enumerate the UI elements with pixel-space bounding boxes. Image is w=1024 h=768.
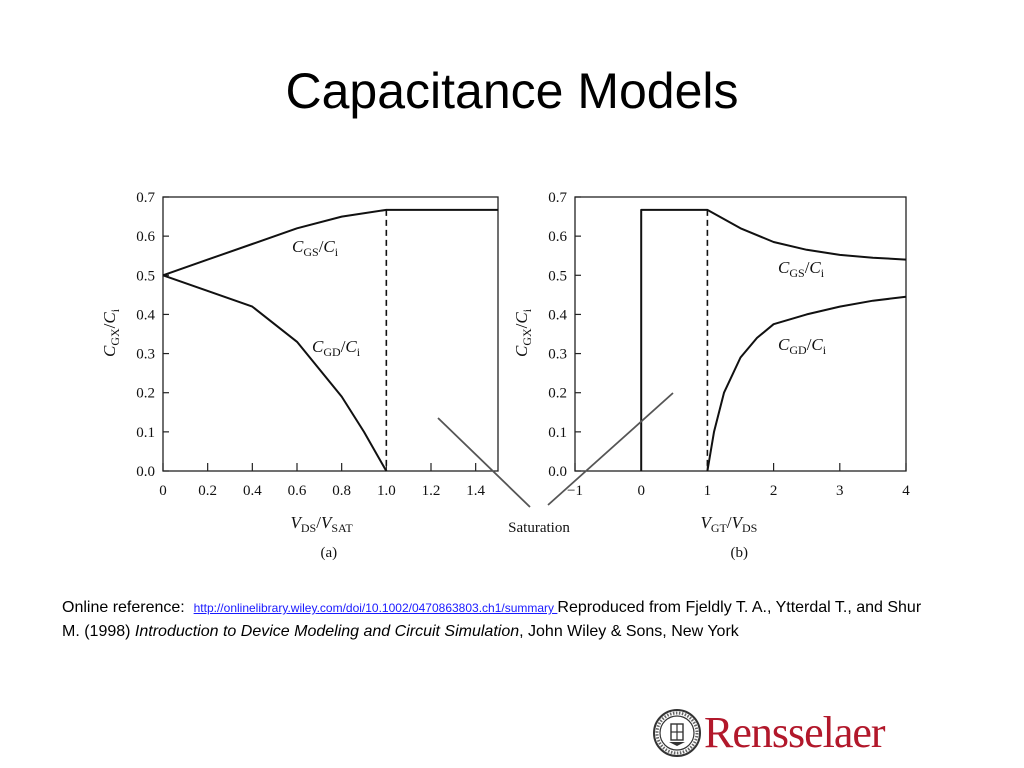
y-tick-label-b: 0.5 <box>548 268 567 284</box>
y-tick-label-b: 0.2 <box>548 386 567 402</box>
saturation-pointer-left <box>437 417 531 508</box>
reference-prefix: Online reference: <box>62 599 185 616</box>
y-tick-label-a: 0.2 <box>136 386 155 402</box>
x-tick-label-a: 0.8 <box>332 483 351 499</box>
y-tick-label-a: 0.4 <box>136 307 155 323</box>
series-label-a-cgs: CGS​/Ci​ <box>292 237 339 259</box>
seal-icon <box>653 709 701 757</box>
series-line-a-cgd <box>162 274 388 472</box>
y-tick-label-b: 0.7 <box>548 190 567 206</box>
y-tick-label-b: 0.1 <box>548 425 567 441</box>
x-tick-label-a: 0.4 <box>243 483 262 499</box>
saturation-pointer-right <box>547 392 674 506</box>
reference-book-title: Introduction to Device Modeling and Circ… <box>134 623 520 640</box>
y-tick-label-a: 0.0 <box>136 464 155 480</box>
reference-publisher: , John Wiley & Sons, New York <box>519 623 739 640</box>
y-axis-label-b: CGX​/Ci​ <box>512 308 534 357</box>
slide-title: Capacitance Models <box>285 63 739 119</box>
plot-frame-a <box>162 196 499 472</box>
y-tick-label-a: 0.5 <box>136 268 155 284</box>
x-tick-label-b: 3 <box>836 483 844 499</box>
y-tick-label-b: 0.0 <box>548 464 567 480</box>
charts-figure: 0.0 0.1 0.2 0.3 0.4 0.5 0.6 0.7 0 0.2 0.4 0.6 0.8 1.0… <box>100 190 910 561</box>
y-tick-label-b: 0.4 <box>548 307 567 323</box>
plot-frame-b <box>574 196 907 472</box>
y-tick-label-a: 0.3 <box>136 347 155 363</box>
x-axis-label-b: VGT​/VDS​ <box>701 513 758 535</box>
x-tick-label-a: 0.6 <box>288 483 307 499</box>
y-tick-label-a: 0.6 <box>136 229 155 245</box>
series-line-b-cgs <box>640 208 907 471</box>
reference-link[interactable]: http://onlinelibrary.wiley.com/doi/10.10… <box>193 601 558 615</box>
x-tick-label-b: 2 <box>770 483 778 499</box>
x-axis-label-a: VDS​/VSAT​ <box>291 513 354 535</box>
x-tick-label-a: 0.2 <box>198 483 217 499</box>
x-tick-label-b: 1 <box>704 483 712 499</box>
x-tick-label-b: 0 <box>637 483 645 499</box>
x-tick-label-b: 4 <box>902 483 910 499</box>
rensselaer-logo: Rensselaer <box>652 706 932 762</box>
panel-label-a: (a) <box>321 545 338 561</box>
x-tick-label-a: 0 <box>159 483 167 499</box>
x-tick-label-a: 1.0 <box>377 483 396 499</box>
x-tick-label-a: 1.4 <box>466 483 485 499</box>
series-label-a-cgd: CGD​/Ci​ <box>312 337 361 359</box>
reference-citation: Reproduced from Fjeldly T. A., Ytterdal … <box>62 599 922 640</box>
x-tick-label-a: 1.2 <box>422 483 441 499</box>
x-tick-label-b: −1 <box>567 483 583 499</box>
series-line-b-cgd <box>706 295 907 472</box>
y-tick-label-a: 0.1 <box>136 425 155 441</box>
panel-label-b: (b) <box>731 545 749 561</box>
saturation-label: Saturation <box>508 520 570 536</box>
series-line-a-cgs <box>162 208 498 277</box>
y-axis-label-a: CGX​/Ci​ <box>100 308 122 357</box>
y-tick-label-b: 0.3 <box>548 347 567 363</box>
series-label-b-cgs: CGS​/Ci​ <box>778 258 825 280</box>
y-tick-label-b: 0.6 <box>548 229 567 245</box>
reference-text: Online reference: http://onlinelibrary.w… <box>62 596 942 643</box>
logo-wordmark: Rensselaer <box>704 708 886 757</box>
series-label-b-cgd: CGD​/Ci​ <box>778 335 827 357</box>
y-tick-label-a: 0.7 <box>136 190 155 206</box>
